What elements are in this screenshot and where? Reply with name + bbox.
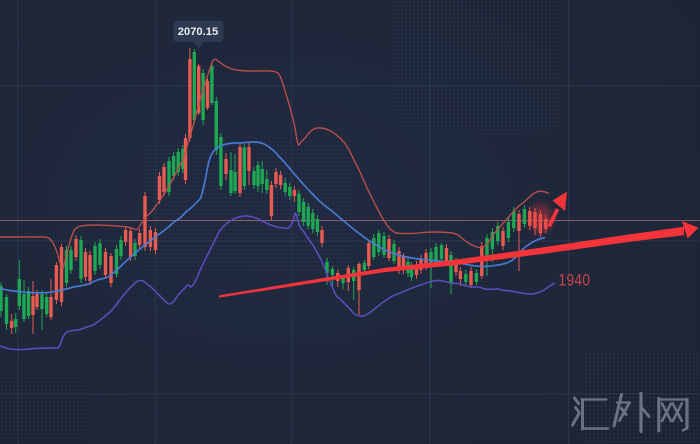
svg-text:2070.15: 2070.15 — [178, 26, 218, 38]
svg-text:1940: 1940 — [559, 271, 591, 290]
